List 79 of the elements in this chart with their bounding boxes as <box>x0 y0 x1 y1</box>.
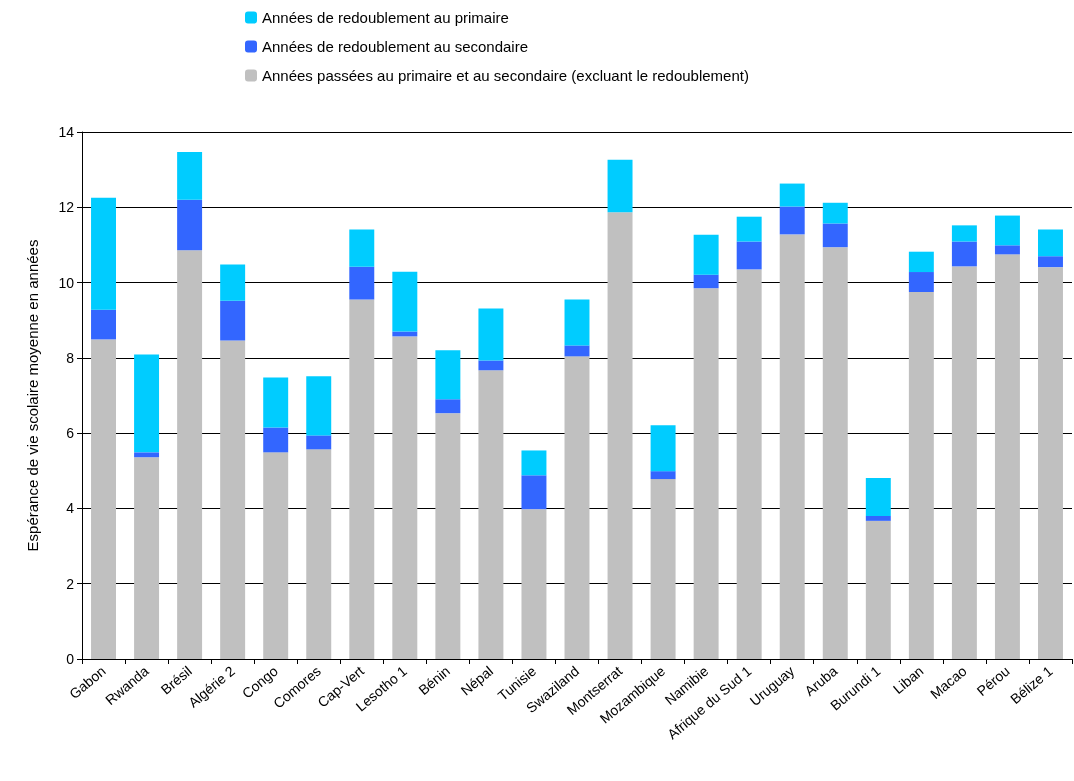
bar <box>822 223 848 248</box>
bar <box>951 241 977 267</box>
bar <box>220 300 246 341</box>
bar <box>951 225 977 242</box>
y-tick-label: 6 <box>66 425 75 442</box>
bar <box>134 354 160 453</box>
bar <box>306 449 332 659</box>
bar <box>865 477 891 516</box>
bar <box>822 247 848 659</box>
bar <box>736 216 762 242</box>
bar <box>349 299 375 659</box>
legend-label: Années de redoublement au primaire <box>262 9 509 26</box>
bar <box>693 274 719 289</box>
bar <box>349 229 375 267</box>
bar <box>521 509 547 659</box>
bar <box>177 151 203 200</box>
y-tick-label: 10 <box>58 274 75 291</box>
bar <box>607 212 633 659</box>
bar <box>349 266 375 300</box>
bar <box>951 266 977 659</box>
bar <box>650 479 676 659</box>
y-tick-label: 14 <box>58 124 75 140</box>
bar <box>263 377 289 428</box>
bar <box>478 308 504 361</box>
bar <box>220 264 246 301</box>
bar <box>392 271 418 332</box>
bar <box>693 288 719 659</box>
bar <box>134 452 160 458</box>
bar <box>478 360 504 371</box>
bar <box>736 241 762 270</box>
bar <box>392 336 418 659</box>
bar <box>306 435 332 450</box>
bar <box>1038 267 1063 659</box>
bar <box>220 340 246 659</box>
bar <box>134 457 160 659</box>
legend-label: Années passées au primaire et au secondaire (excluant le redoublement) <box>262 67 749 84</box>
legend-label: Années de redoublement au secondaire <box>262 38 529 55</box>
bar <box>994 215 1020 246</box>
bar <box>822 202 848 224</box>
bar <box>908 251 934 273</box>
bar <box>865 515 891 521</box>
bar <box>564 299 590 346</box>
bar <box>607 159 633 213</box>
bar <box>91 197 116 310</box>
bar <box>177 199 203 251</box>
bar <box>865 520 891 659</box>
bar <box>908 291 934 659</box>
y-tick-label: 4 <box>66 500 75 517</box>
y-tick-label: 8 <box>66 349 75 366</box>
bar <box>1038 229 1063 257</box>
bar <box>779 183 805 207</box>
bar <box>779 206 805 235</box>
bar <box>91 339 116 659</box>
bar <box>478 370 504 659</box>
bar <box>779 234 805 659</box>
bar <box>435 399 461 414</box>
bar <box>693 234 719 275</box>
bar <box>908 272 934 292</box>
bar <box>650 425 676 472</box>
bar <box>994 245 1020 255</box>
y-axis-title: Espérance de vie scolaire moyenne en années <box>24 239 41 552</box>
bar <box>564 356 590 659</box>
bar <box>521 475 547 510</box>
bar <box>435 413 461 659</box>
bar <box>263 452 289 659</box>
y-tick-label: 2 <box>66 575 75 592</box>
bar <box>564 345 590 357</box>
bar <box>263 427 289 453</box>
bar <box>994 254 1020 659</box>
y-tick-label: 12 <box>58 199 75 216</box>
bar <box>306 376 332 436</box>
bar <box>91 309 116 340</box>
bar <box>435 350 461 400</box>
bar <box>1038 256 1063 268</box>
bar <box>177 250 203 659</box>
bar <box>650 471 676 480</box>
bar <box>736 269 762 659</box>
y-tick-label: 0 <box>66 651 75 667</box>
bar <box>521 450 547 476</box>
